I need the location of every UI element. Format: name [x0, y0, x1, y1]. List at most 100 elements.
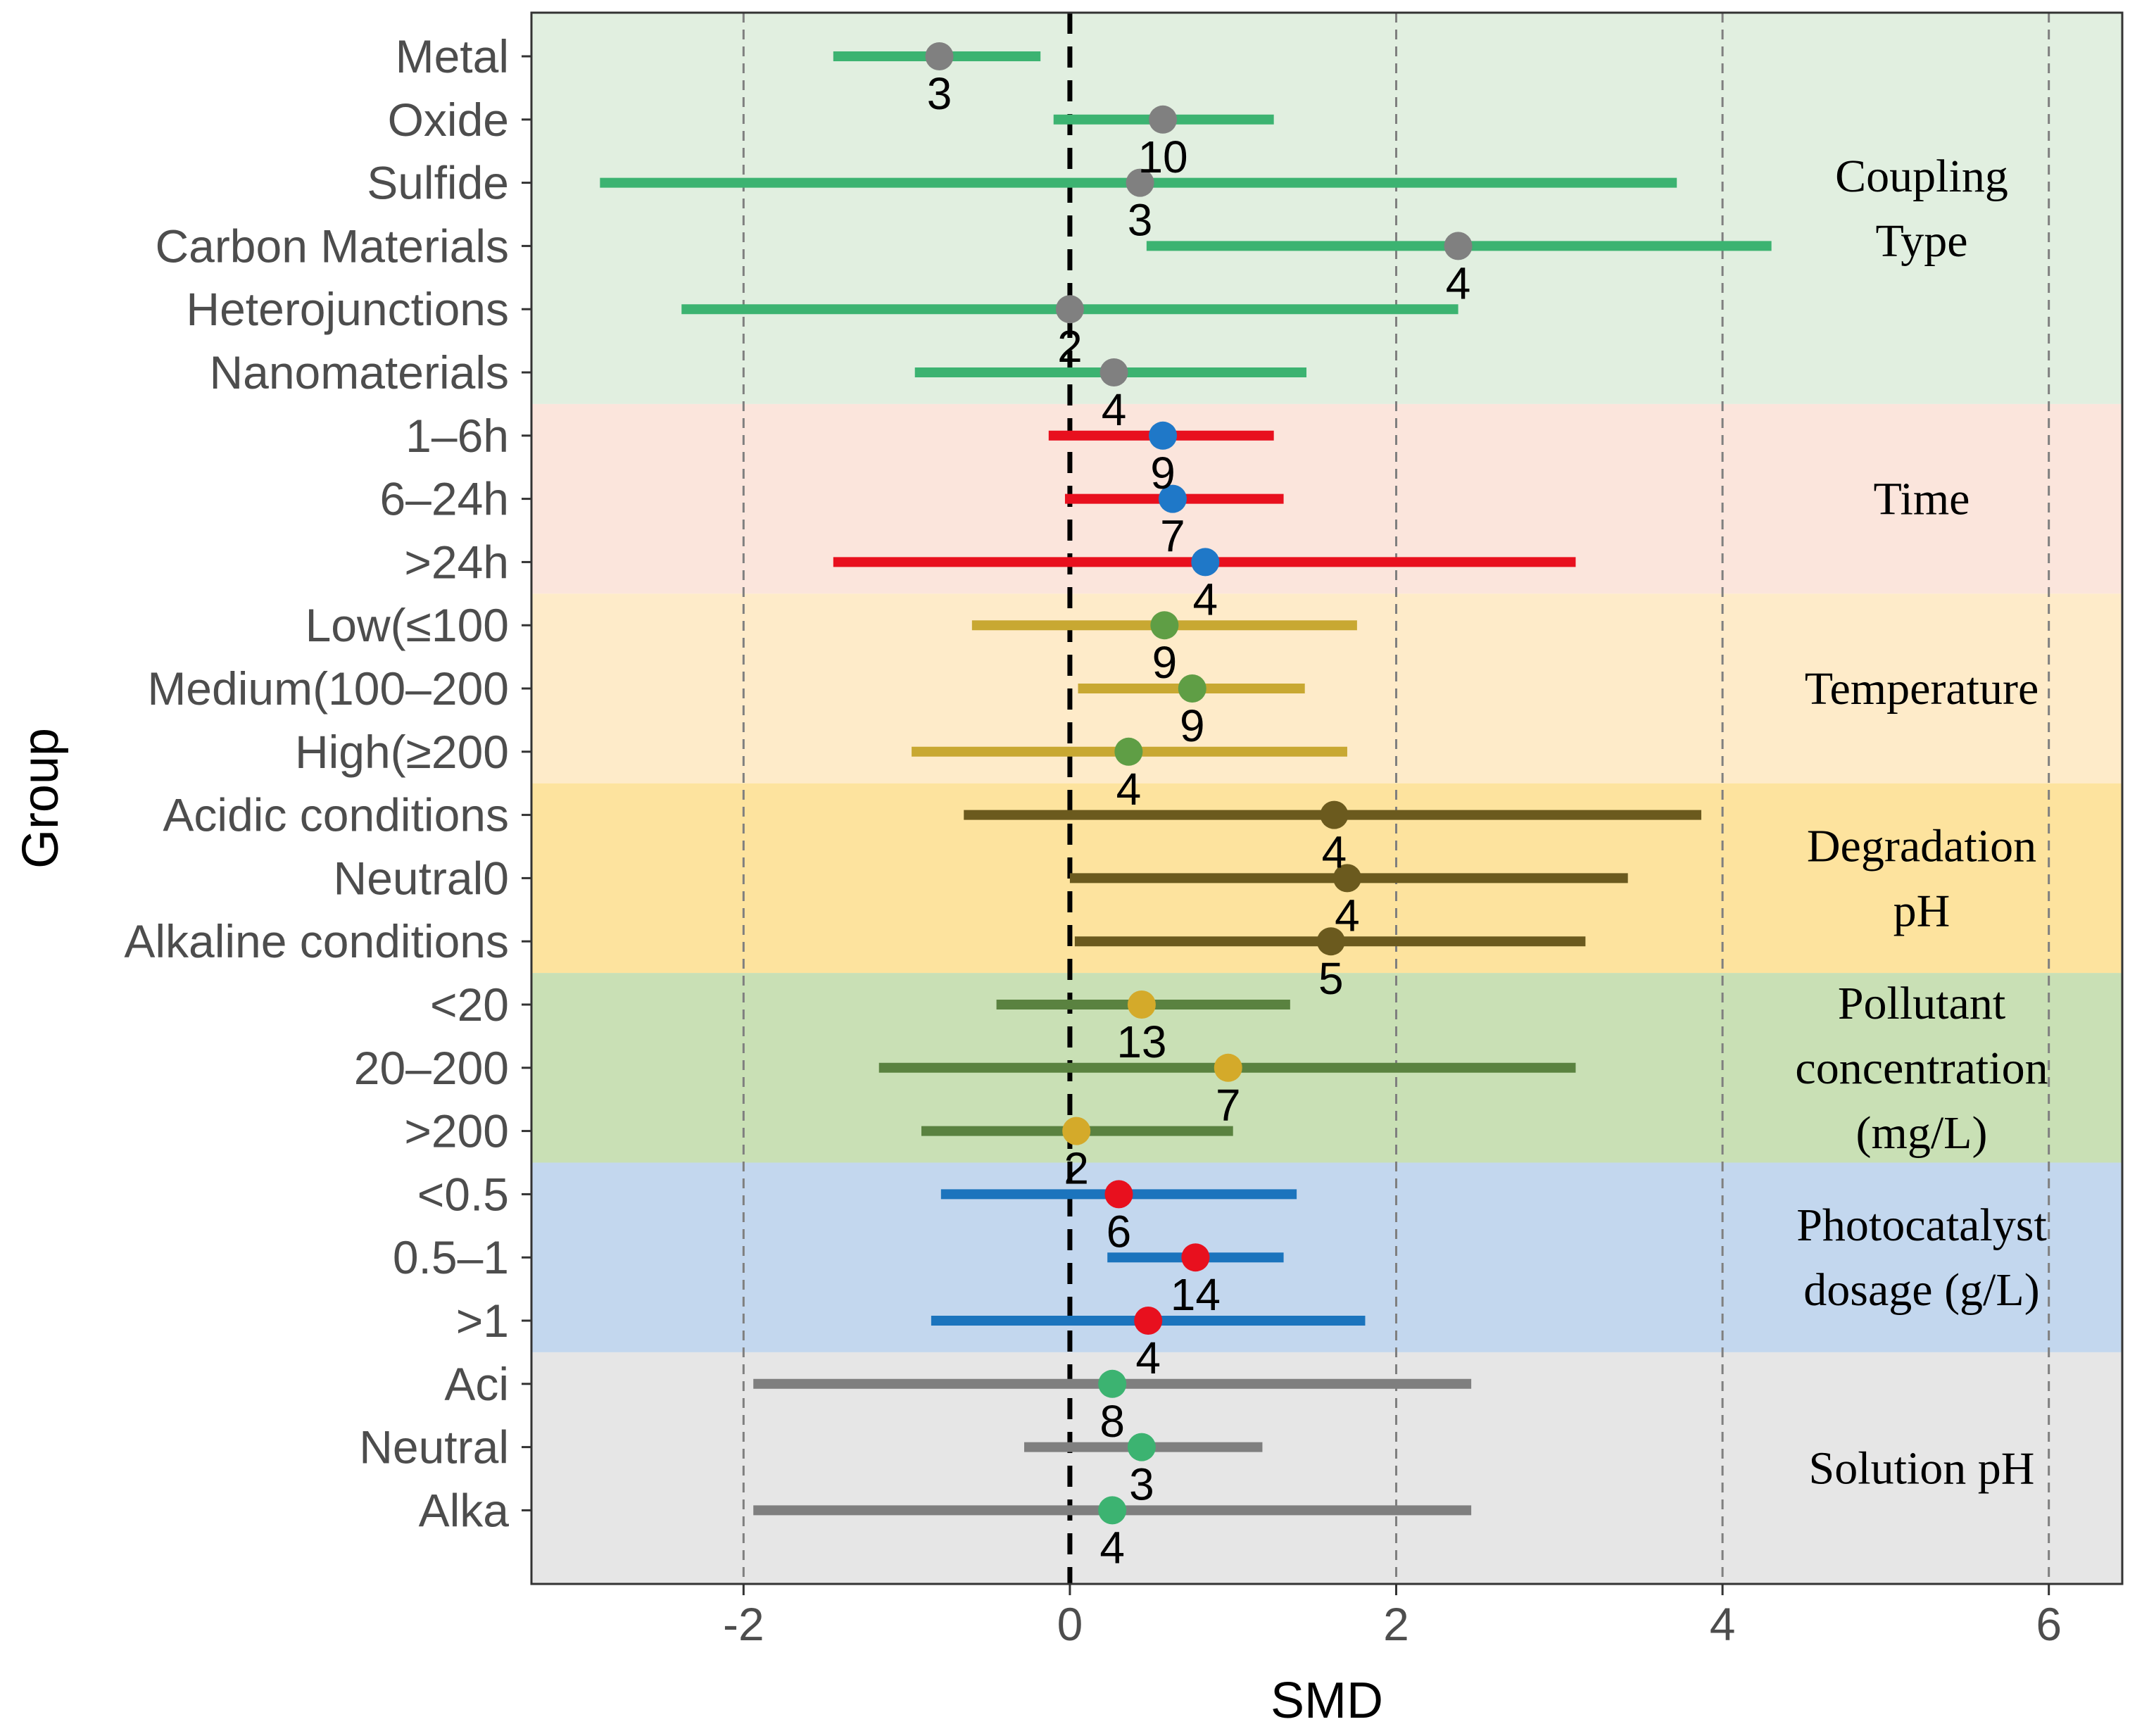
y-label-time-6-24h: 6–24h — [379, 473, 509, 525]
estimate-point-temperature-low-100 — [1150, 611, 1179, 640]
estimate-point-pollutant-concentration-mg-l-20-200 — [1214, 1053, 1242, 1082]
n-label-photocatalyst-dosage-g-l-1: 4 — [1135, 1333, 1161, 1383]
y-axis-labels: Metal Oxide Sulfide Carbon Materials Heteroj… — [124, 30, 531, 1536]
y-label-coupling-type-nanomaterials: Nanomaterials — [209, 346, 509, 398]
n-label-time-1-6h: 9 — [1150, 448, 1176, 498]
x-axis-title: SMD — [1271, 1673, 1383, 1729]
y-label-pollutant-concentration-mg-l-20-200: 20–200 — [354, 1042, 509, 1094]
y-label-solution-ph-alka: Alka — [419, 1484, 510, 1536]
n-label-degradation-ph-neutral0: 4 — [1335, 890, 1360, 941]
y-label-time-24h: >24h — [404, 536, 509, 588]
estimate-point-coupling-type-sulfide — [1126, 168, 1154, 197]
group-label-pollutant-concentration-mg-l-line-0: Pollutant — [1838, 978, 2005, 1029]
n-label-coupling-type-oxide: 10 — [1138, 132, 1187, 182]
y-label-photocatalyst-dosage-g-l-1: >1 — [456, 1295, 509, 1347]
n-label-pollutant-concentration-mg-l-200: 2 — [1064, 1143, 1089, 1194]
n-label-time-6-24h: 7 — [1160, 511, 1185, 562]
n-label-pollutant-concentration-mg-l-20-200: 7 — [1216, 1080, 1241, 1131]
y-label-time-1-6h: 1–6h — [405, 410, 509, 462]
n-label-photocatalyst-dosage-g-l-0-5-1: 14 — [1171, 1269, 1221, 1320]
n-label-coupling-type-carbon-materials: 4 — [1446, 258, 1471, 308]
data-rows — [600, 42, 1772, 1525]
group-label-temperature-line-0: Temperature — [1805, 663, 2039, 715]
y-label-degradation-ph-neutral0: Neutral0 — [334, 852, 509, 904]
plot-border — [530, 11, 2124, 1585]
estimate-point-time-1-6h — [1149, 421, 1178, 450]
estimate-point-photocatalyst-dosage-g-l-0-5 — [1104, 1180, 1133, 1209]
group-label-photocatalyst-dosage-g-l-line-1: dosage (g/L) — [1803, 1264, 2039, 1316]
y-axis-title: Group — [13, 728, 69, 869]
group-label-pollutant-concentration-mg-l-line-2: (mg/L) — [1856, 1107, 1988, 1159]
y-label-solution-ph-neutral: Neutral — [359, 1421, 509, 1473]
estimate-point-coupling-type-carbon-materials — [1444, 232, 1473, 260]
group-label-time-line-0: Time — [1874, 474, 1970, 525]
n-label-degradation-ph-alkaline-conditions: 5 — [1318, 953, 1344, 1004]
n-label-solution-ph-aci: 8 — [1099, 1396, 1125, 1447]
x-tick-label-2: -2 — [723, 1598, 764, 1650]
y-label-pollutant-concentration-mg-l-20: <20 — [430, 979, 509, 1031]
estimate-point-degradation-ph-acidic-conditions — [1320, 800, 1349, 829]
estimate-point-coupling-type-oxide — [1149, 105, 1178, 134]
n-label-temperature-medium-100-200: 9 — [1180, 700, 1205, 751]
group-label-coupling-type-line-0: Coupling — [1835, 151, 2008, 202]
n-label-temperature-high-200: 4 — [1116, 764, 1142, 814]
y-label-photocatalyst-dosage-g-l-0-5-1: 0.5–1 — [393, 1231, 509, 1283]
x-tick-label-2: 2 — [1383, 1598, 1409, 1650]
estimate-point-solution-ph-aci — [1098, 1369, 1127, 1398]
y-label-solution-ph-aci: Aci — [444, 1358, 509, 1410]
y-label-coupling-type-heterojunctions: Heterojunctions — [186, 283, 509, 335]
n-label-coupling-type-nanomaterials: 4 — [1102, 384, 1127, 435]
band-coupling-type — [531, 13, 2122, 404]
y-label-degradation-ph-alkaline-conditions: Alkaline conditions — [124, 915, 509, 967]
estimate-point-coupling-type-heterojunctions — [1055, 295, 1084, 324]
estimate-point-photocatalyst-dosage-g-l-0-5-1 — [1181, 1243, 1210, 1272]
group-label-pollutant-concentration-mg-l-line-1: concentration — [1795, 1043, 2048, 1094]
estimate-point-pollutant-concentration-mg-l-20 — [1127, 990, 1156, 1019]
group-label-photocatalyst-dosage-g-l-line-0: Photocatalyst — [1796, 1200, 2047, 1251]
y-label-coupling-type-sulfide: Sulfide — [367, 157, 509, 209]
group-label-degradation-ph-line-1: pH — [1893, 885, 1951, 936]
gridlines — [742, 13, 2050, 1584]
estimate-point-degradation-ph-neutral0 — [1332, 864, 1361, 893]
n-label-solution-ph-neutral: 3 — [1129, 1459, 1154, 1510]
estimate-point-time-24h — [1191, 548, 1220, 577]
x-tick-label-6: 6 — [2036, 1598, 2062, 1650]
estimate-point-solution-ph-neutral — [1127, 1433, 1156, 1461]
y-label-pollutant-concentration-mg-l-200: >200 — [404, 1105, 509, 1157]
n-label-temperature-low-100: 9 — [1152, 637, 1178, 688]
x-tick-label-0: 0 — [1057, 1598, 1083, 1650]
y-label-coupling-type-carbon-materials: Carbon Materials — [155, 220, 509, 272]
group-label-solution-ph-line-0: Solution pH — [1809, 1442, 2035, 1494]
estimate-point-coupling-type-metal — [925, 42, 954, 70]
y-label-temperature-low-100: Low(≤100 — [305, 599, 509, 651]
n-label-coupling-type-sulfide: 3 — [1128, 195, 1153, 246]
estimate-point-solution-ph-alka — [1098, 1496, 1127, 1525]
y-label-temperature-medium-100-200: Medium(100–200 — [147, 662, 509, 715]
y-label-coupling-type-oxide: Oxide — [388, 94, 509, 146]
estimate-point-coupling-type-nanomaterials — [1099, 358, 1128, 386]
y-label-degradation-ph-acidic-conditions: Acidic conditions — [163, 789, 509, 841]
n-label-time-24h: 4 — [1193, 574, 1218, 624]
y-label-temperature-high-200: High(≥200 — [295, 726, 509, 778]
x-tick-label-4: 4 — [1710, 1598, 1736, 1650]
group-label-degradation-ph-line-0: Degradation — [1807, 820, 2036, 872]
y-label-coupling-type-metal: Metal — [396, 30, 509, 82]
band-solution-ph — [531, 1352, 2122, 1584]
estimate-point-pollutant-concentration-mg-l-200 — [1062, 1117, 1091, 1145]
n-label-degradation-ph-acidic-conditions: 4 — [1322, 827, 1347, 878]
y-label-photocatalyst-dosage-g-l-0-5: <0.5 — [417, 1168, 509, 1220]
estimate-point-time-6-24h — [1158, 484, 1187, 513]
n-label-pollutant-concentration-mg-l-20: 13 — [1116, 1017, 1166, 1067]
estimate-point-temperature-high-200 — [1114, 737, 1143, 766]
x-axis: -2 0 2 4 6 — [723, 1584, 2062, 1650]
group-labels: Coupling Type Time Temperature Degradation pH… — [1795, 151, 2048, 1494]
n-label-photocatalyst-dosage-g-l-0-5: 6 — [1107, 1206, 1132, 1257]
estimate-point-photocatalyst-dosage-g-l-1 — [1134, 1307, 1163, 1335]
n-label-solution-ph-alka: 4 — [1099, 1522, 1125, 1573]
group-label-coupling-type-line-1: Type — [1875, 215, 1967, 267]
estimate-point-temperature-medium-100-200 — [1178, 674, 1206, 703]
n-label-coupling-type-heterojunctions: 2 — [1057, 321, 1083, 372]
n-label-coupling-type-metal: 3 — [927, 68, 952, 119]
